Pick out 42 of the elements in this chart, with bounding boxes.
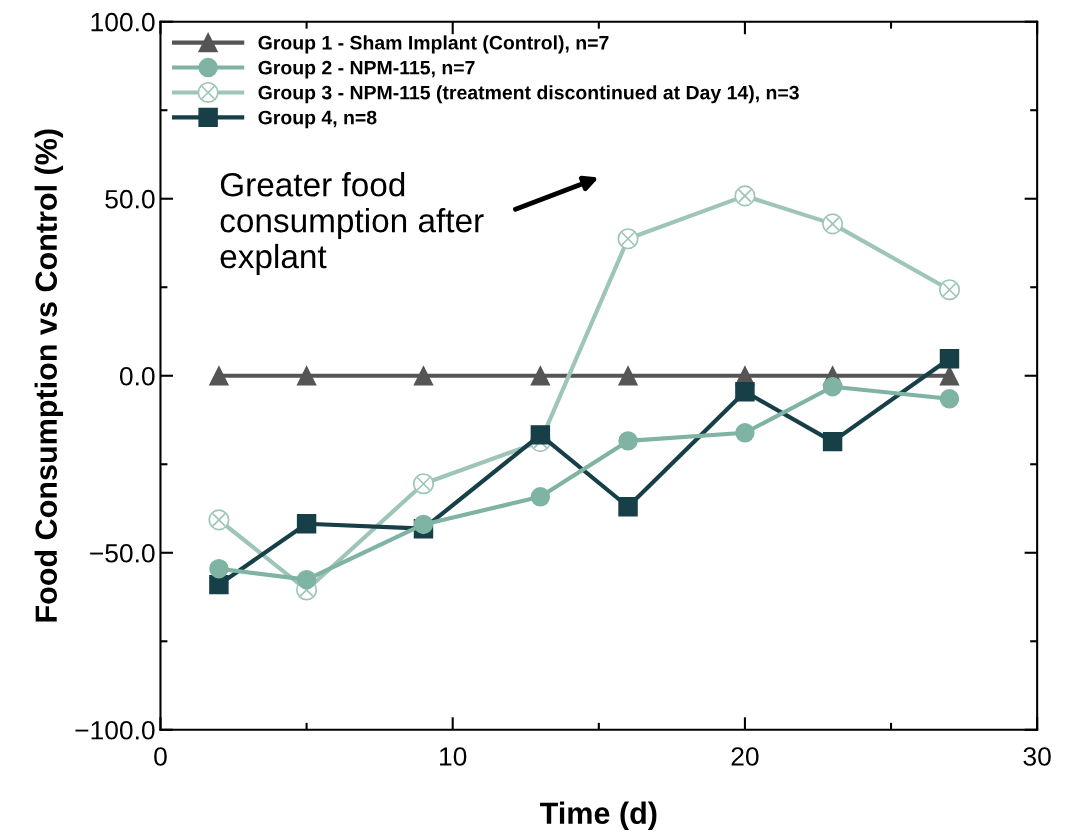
point	[209, 558, 229, 579]
point	[734, 185, 756, 207]
x-tick-label: 10	[440, 747, 467, 766]
point	[939, 366, 960, 386]
point	[413, 366, 434, 386]
point	[822, 377, 843, 397]
point	[822, 431, 843, 452]
x-tick-label: 20	[731, 747, 759, 766]
legend-label: Group 3 - NPM-115 (treatment discontinued at Day 14), n=3	[258, 85, 799, 104]
x-tick-label: 30	[1023, 747, 1051, 766]
point	[618, 431, 638, 451]
point	[939, 349, 960, 369]
point	[209, 366, 229, 386]
legend-label: Group 4, n=8	[258, 110, 377, 129]
y-tick-label: 0.0	[119, 366, 155, 386]
point	[822, 213, 844, 235]
x-tick-label: 0	[154, 747, 167, 766]
point	[530, 425, 551, 445]
point	[530, 487, 551, 507]
legend-label: Group 1 - Sham Implant (Control), n=7	[258, 35, 609, 54]
point	[296, 569, 317, 590]
point	[209, 574, 229, 595]
point	[617, 228, 639, 250]
y-tick-label: 100.0	[91, 12, 155, 32]
point	[618, 366, 638, 386]
point	[208, 509, 230, 531]
legend-label: Group 2 - NPM-115, n=7	[258, 60, 475, 79]
point	[530, 366, 551, 386]
x-axis-title: Time (d)	[540, 801, 657, 831]
y-axis-title: Food Consumption vs Control (%)	[34, 129, 64, 622]
y-tick-label: −100.0	[75, 720, 155, 740]
y-tick-label: −50.0	[90, 543, 155, 563]
point	[735, 423, 755, 443]
point	[618, 497, 638, 517]
point	[412, 473, 435, 495]
point	[938, 279, 961, 301]
point	[735, 381, 755, 402]
point	[296, 366, 317, 386]
point	[296, 514, 317, 534]
y-tick-label: 50.0	[105, 189, 155, 209]
point	[939, 389, 960, 409]
annotation: Greater food consumption after explant	[220, 172, 484, 275]
